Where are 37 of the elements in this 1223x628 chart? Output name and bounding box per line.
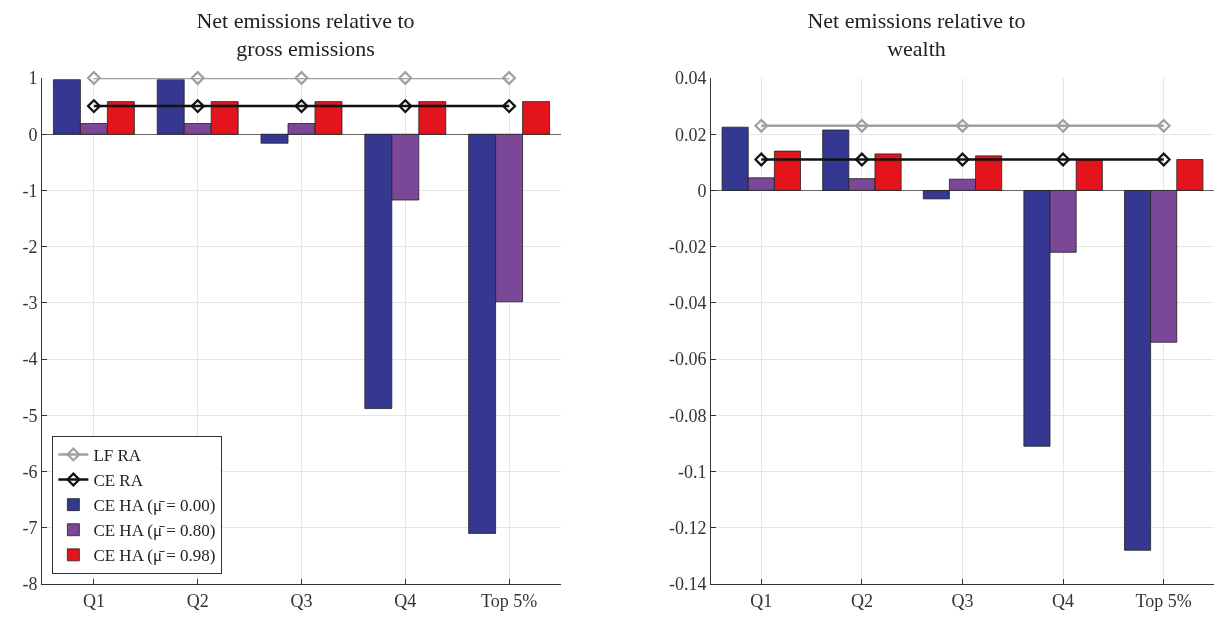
y-tick-label: -4 xyxy=(22,349,38,370)
y-tick-label: -0.1 xyxy=(677,461,707,482)
legend-label: LF RA xyxy=(93,446,142,466)
x-tick-label: Q4 xyxy=(394,590,417,611)
y-tick-label: -3 xyxy=(22,293,38,314)
y-tick-label: -0.14 xyxy=(668,574,707,595)
y-tick-label: 0.04 xyxy=(674,68,707,89)
legend-label: CE RA xyxy=(93,471,144,491)
y-tick-label: -0.04 xyxy=(668,293,707,314)
x-tick-label: Q3 xyxy=(951,590,974,611)
x-tick-label: Q4 xyxy=(1052,590,1075,611)
x-tick-label: Q1 xyxy=(82,590,105,611)
y-tick-label: -1 xyxy=(22,180,38,201)
x-tick-label: Q2 xyxy=(850,590,873,611)
y-tick-label: -0.06 xyxy=(668,349,707,370)
y-tick-label: -2 xyxy=(22,236,38,257)
x-tick-label: Top 5% xyxy=(1135,590,1192,611)
chart-title: Net emissions relative to gross emissions xyxy=(196,7,415,62)
x-tick-label: Q2 xyxy=(186,590,209,611)
y-tick-label: -7 xyxy=(22,518,38,539)
x-tick-label: Top 5% xyxy=(480,590,538,611)
legend-label: CE HA (μ̄ = 0.80) xyxy=(93,521,216,541)
y-tick-label: -0.02 xyxy=(668,236,707,257)
legend-label: CE HA (μ̄ = 0.00) xyxy=(93,496,216,516)
y-tick-label: 1 xyxy=(28,68,38,89)
chart-title: Net emissions relative to wealth xyxy=(807,7,1026,62)
y-tick-label: 0.02 xyxy=(674,124,707,145)
y-tick-label: 0 xyxy=(28,124,38,145)
y-tick-label: -0.08 xyxy=(668,405,707,426)
y-tick-label: -6 xyxy=(22,461,38,482)
y-tick-label: 0 xyxy=(697,180,707,201)
y-tick-label: -0.12 xyxy=(668,518,707,539)
x-tick-label: Q1 xyxy=(750,590,773,611)
x-tick-label: Q3 xyxy=(290,590,313,611)
y-tick-label: -8 xyxy=(22,574,38,595)
y-tick-label: -5 xyxy=(22,405,38,426)
legend-label: CE HA (μ̄ = 0.98) xyxy=(93,546,216,566)
